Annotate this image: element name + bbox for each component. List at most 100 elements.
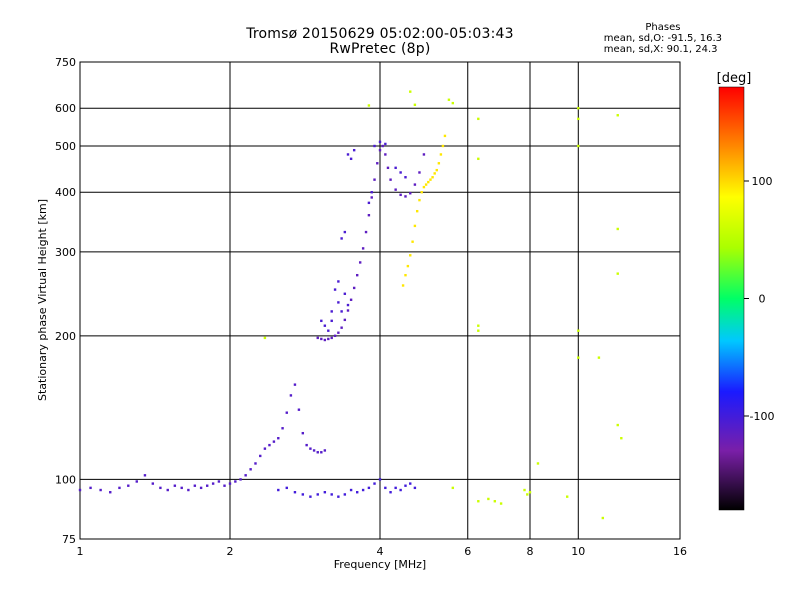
data-point [289, 394, 293, 397]
data-point [180, 486, 183, 490]
data-point [399, 193, 402, 197]
data-point [399, 488, 402, 492]
data-point [263, 447, 267, 450]
data-point [437, 162, 441, 165]
data-point [305, 443, 308, 447]
data-point [323, 449, 327, 452]
data-point [616, 272, 619, 275]
data-point [394, 486, 397, 490]
y-tick-label: 750 [55, 56, 76, 69]
data-point [320, 451, 323, 454]
data-point [620, 437, 623, 440]
data-point [404, 484, 407, 487]
data-point [364, 230, 368, 234]
data-point [370, 191, 373, 194]
data-point [577, 107, 580, 110]
data-point [415, 209, 419, 213]
data-point [413, 224, 417, 228]
data-point [309, 447, 312, 450]
x-tick-label: 8 [527, 545, 534, 558]
data-point [343, 493, 347, 496]
data-point [431, 176, 434, 179]
data-point [349, 157, 353, 161]
data-point [616, 114, 619, 117]
data-point [441, 144, 445, 148]
data-point [109, 491, 112, 494]
data-point [234, 480, 237, 483]
data-point [343, 318, 347, 322]
data-point [159, 486, 162, 490]
data-point [249, 468, 252, 471]
data-point [99, 488, 102, 492]
data-point [135, 480, 138, 483]
data-point [151, 482, 155, 485]
x-axis-label: Frequency [MHz] [334, 558, 426, 571]
x-tick-label: 1 [77, 545, 84, 558]
x-tick-label: 16 [673, 545, 687, 558]
y-tick-label: 400 [55, 186, 76, 199]
data-point [327, 329, 330, 332]
data-point [399, 171, 402, 174]
data-point [166, 488, 169, 492]
data-point [205, 484, 209, 487]
y-tick-label: 200 [55, 330, 76, 343]
data-point [355, 273, 359, 277]
data-point [477, 500, 480, 503]
data-point [418, 198, 421, 202]
data-point [355, 491, 359, 494]
y-tick-label: 600 [55, 102, 76, 115]
data-point [422, 153, 426, 156]
data-point [228, 482, 232, 485]
data-point [413, 486, 417, 490]
data-point [409, 192, 412, 195]
chart-title-line1: Tromsø 20150629 05:02:00-05:03:43 [246, 26, 514, 42]
data-point [312, 449, 316, 452]
data-point [263, 336, 267, 340]
data-point [418, 171, 421, 174]
data-point [370, 196, 373, 199]
data-point [343, 292, 347, 295]
data-point [523, 488, 526, 492]
data-point [429, 178, 432, 181]
data-point [389, 178, 392, 181]
data-point [316, 451, 319, 454]
data-point [127, 484, 130, 487]
colorbar-tick-label: 0 [759, 293, 766, 306]
data-point [337, 495, 340, 498]
data-point [254, 462, 257, 465]
data-point [427, 180, 430, 184]
data-point [420, 191, 423, 194]
data-point [616, 423, 619, 427]
data-point [327, 337, 330, 341]
data-point [301, 431, 305, 435]
data-point [217, 480, 221, 483]
data-point [330, 336, 333, 340]
data-point [272, 440, 276, 443]
data-point [337, 301, 340, 304]
x-tick-label: 6 [464, 545, 471, 558]
data-point [404, 176, 407, 179]
x-tick-label: 2 [227, 545, 234, 558]
data-point [259, 454, 262, 458]
data-point [411, 240, 414, 243]
data-point [433, 172, 436, 175]
data-point [118, 486, 121, 490]
data-point [401, 284, 405, 287]
y-tick-label: 100 [55, 473, 76, 486]
data-point [346, 303, 350, 307]
data-point [439, 153, 443, 156]
data-point [378, 148, 382, 152]
data-point [281, 427, 284, 430]
x-axis-ticks: 1 2 4 6 8 10 16 [77, 545, 688, 558]
data-point [376, 162, 379, 165]
data-point [223, 484, 226, 487]
data-point [597, 356, 601, 359]
data-point [349, 298, 353, 301]
data-point [404, 273, 407, 277]
data-point [323, 324, 327, 327]
data-point [323, 338, 327, 342]
data-point [244, 474, 247, 477]
y-tick-label: 300 [55, 246, 76, 259]
